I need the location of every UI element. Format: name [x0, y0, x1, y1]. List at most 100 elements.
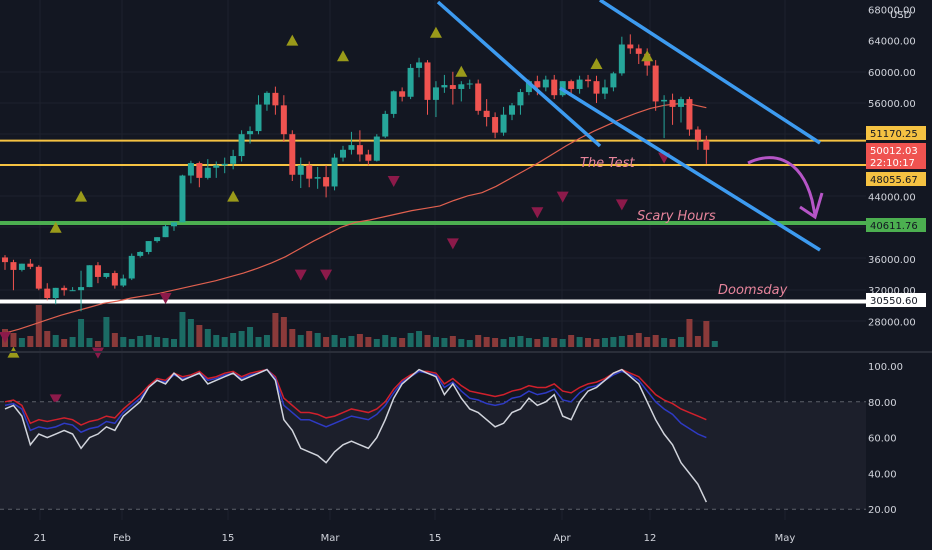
annotation-scary-hours[interactable]: Scary Hours	[637, 209, 716, 224]
volume-bar	[340, 338, 346, 347]
candle-body	[492, 117, 499, 133]
price-tick-label: 44000.00	[868, 193, 916, 204]
candle-body	[2, 257, 8, 263]
candle-body	[424, 62, 431, 100]
volume-bar	[407, 333, 414, 347]
candle-body	[52, 287, 59, 298]
channel-upper-line[interactable]	[436, 0, 602, 148]
candle-body	[551, 79, 558, 96]
osc-tick-label: 100.00	[868, 362, 903, 373]
candle-body	[263, 92, 270, 105]
price-label-box	[866, 155, 926, 169]
volume-bar	[568, 335, 575, 347]
signal-down-marker	[320, 269, 333, 281]
candle-body	[652, 65, 659, 102]
signal-down-marker	[556, 191, 569, 203]
volume-bar	[204, 329, 211, 347]
candle-body	[568, 81, 575, 89]
channel-lower-line[interactable]	[599, 0, 821, 145]
candle-body	[610, 73, 617, 88]
osc-tick-label: 40.00	[868, 469, 897, 480]
osc-tick-label: 20.00	[868, 505, 897, 516]
currency-label: USD	[890, 10, 912, 21]
signal-up-marker	[641, 50, 654, 62]
candle-body	[280, 105, 287, 135]
signal-down-marker	[615, 199, 628, 211]
candle-body	[137, 251, 144, 256]
volume-bar	[517, 336, 524, 347]
volume-bar	[61, 339, 68, 347]
annotation-doomsday[interactable]: Doomsday	[718, 283, 788, 298]
volume-bar	[306, 331, 313, 347]
candle-body	[458, 84, 465, 89]
volume-bar	[703, 321, 710, 347]
signal-up-marker	[286, 34, 299, 46]
volume-bar	[196, 325, 203, 347]
volume-bar	[35, 305, 42, 347]
price-tick-label: 64000.00	[868, 37, 916, 48]
candle-body	[314, 177, 321, 179]
volume-bar	[652, 335, 659, 347]
volume-bar	[483, 337, 490, 347]
candle-body	[204, 167, 211, 178]
candle-body	[145, 241, 152, 252]
forecast-arrow-path[interactable]	[747, 156, 817, 216]
signal-up-marker	[49, 221, 62, 233]
volume-bar	[424, 335, 431, 347]
price-label-text: 51170.25	[870, 129, 918, 140]
volume-bar	[213, 335, 220, 347]
volume-bar	[618, 336, 625, 347]
price-label-text: 30550.60	[870, 296, 918, 307]
volume-bar	[137, 336, 144, 347]
forecast-arrow-head[interactable]	[799, 192, 824, 220]
signal-up-marker	[455, 65, 468, 77]
candle-body	[525, 81, 532, 93]
volume-bar	[711, 341, 718, 347]
time-tick-label: 15	[222, 533, 235, 544]
annotation-the-test[interactable]: The Test	[580, 156, 635, 171]
volume-bar	[263, 335, 270, 347]
time-axis: 21 Feb 15 Mar 15 Apr 12 May	[34, 533, 796, 544]
price-label-text: 50012.03	[870, 146, 918, 157]
forecast-arrow[interactable]	[747, 156, 824, 220]
price-label-box	[866, 293, 926, 307]
candle-body	[500, 114, 507, 133]
candle-body	[601, 87, 608, 94]
candle-body	[534, 81, 541, 88]
price-label-box	[866, 126, 926, 140]
volume-bar	[187, 319, 194, 347]
volume-bar	[297, 335, 304, 347]
price-tick-label: 68000.00	[868, 5, 916, 16]
volume-bar	[635, 333, 642, 347]
volume-bar	[509, 337, 515, 347]
candle-body	[154, 237, 161, 242]
oscillator-pane	[0, 351, 932, 510]
volume-bar	[399, 338, 406, 347]
volume-bar	[356, 334, 363, 347]
candle-body	[686, 99, 693, 130]
price-tick-label: 56000.00	[868, 99, 916, 110]
volume-bar	[416, 331, 423, 347]
volume-bar	[542, 337, 549, 347]
candle-body	[483, 110, 490, 118]
channel-mid-line[interactable]	[559, 86, 821, 252]
candle-body	[542, 79, 549, 88]
trend-channel[interactable]	[436, 0, 821, 252]
level-lines	[0, 139, 866, 304]
signal-down-marker	[294, 269, 307, 281]
price-label-box	[866, 143, 926, 157]
volume-bar	[466, 340, 473, 347]
volume-bar	[686, 319, 693, 347]
time-tick-label: 12	[644, 533, 657, 544]
candle-body	[230, 156, 237, 164]
volume-bar	[27, 336, 34, 347]
candle-body	[331, 157, 338, 187]
volume-bar	[255, 337, 262, 347]
candle-body	[18, 263, 25, 270]
candle-body	[35, 266, 42, 289]
volume-bar	[314, 333, 321, 347]
candle-body	[69, 290, 76, 292]
price-label-text: 22:10:17	[870, 158, 915, 169]
candles	[2, 34, 710, 312]
